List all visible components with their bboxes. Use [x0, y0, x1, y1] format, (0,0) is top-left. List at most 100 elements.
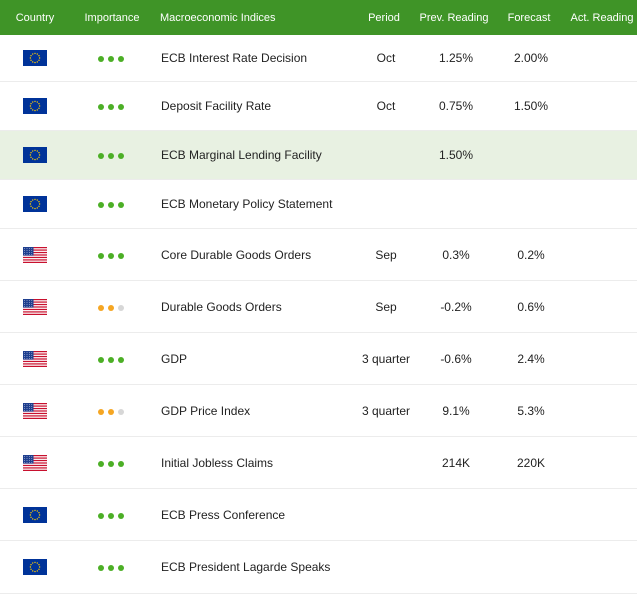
table-row[interactable]: Core Durable Goods Orders Sep 0.3% 0.2%: [0, 229, 637, 281]
importance-dot-icon: [108, 202, 114, 208]
eu-flag-icon: [23, 506, 47, 523]
header-forecast[interactable]: Forecast: [507, 11, 551, 24]
table-body: ECB Interest Rate Decision Oct 1.25% 2.00% D…: [0, 35, 637, 594]
importance-dot-icon: [118, 252, 124, 259]
importance-dots-icon: [98, 104, 124, 110]
header-period[interactable]: Period: [368, 11, 400, 24]
importance-cell: [70, 51, 156, 65]
period-cell: 3 quarter: [361, 351, 411, 366]
importance-dots-icon: [98, 202, 124, 208]
importance-cell: [70, 99, 156, 113]
importance-dot-icon: [98, 356, 104, 363]
importance-cell: [70, 560, 156, 574]
importance-dot-icon: [98, 153, 104, 159]
prev-reading-cell: 214K: [441, 455, 471, 470]
table-row[interactable]: Deposit Facility Rate Oct 0.75% 1.50%: [0, 82, 637, 131]
header-country[interactable]: Country: [15, 11, 55, 24]
prev-reading-cell: 9.1%: [442, 403, 470, 418]
importance-cell: [70, 456, 156, 470]
period-cell: Sep: [375, 299, 397, 314]
indicator-name: ECB Interest Rate Decision: [161, 51, 308, 65]
importance-dot-icon: [108, 252, 114, 259]
importance-cell: [70, 404, 156, 418]
country-cell: [0, 559, 70, 575]
importance-dot-icon: [118, 304, 124, 311]
indicator-name: ECB Press Conference: [161, 507, 286, 522]
header-prev-reading[interactable]: Prev. Reading: [419, 11, 489, 24]
forecast-cell: 2.00%: [513, 51, 549, 65]
importance-dot-icon: [98, 252, 104, 259]
us-flag-icon: [23, 454, 47, 471]
forecast-cell: 0.6%: [517, 299, 545, 314]
indicator-name: GDP Price Index: [161, 403, 251, 418]
importance-dot-icon: [98, 408, 104, 415]
us-flag-icon: [23, 246, 47, 263]
eu-flag-icon: [23, 50, 47, 66]
header-indices[interactable]: Macroeconomic Indices: [160, 11, 276, 24]
importance-dot-icon: [108, 460, 114, 467]
table-row[interactable]: ECB Interest Rate Decision Oct 1.25% 2.00%: [0, 35, 637, 82]
period-cell: Oct: [376, 99, 396, 113]
importance-dots-icon: [98, 460, 124, 467]
eu-flag-icon: [23, 147, 47, 163]
importance-dot-icon: [118, 460, 124, 467]
eu-flag-icon: [23, 559, 47, 575]
prev-reading-cell: 0.3%: [442, 247, 470, 262]
importance-dots-icon: [98, 356, 124, 363]
importance-cell: [70, 248, 156, 262]
eu-flag-icon: [23, 196, 47, 212]
forecast-cell: 220K: [516, 455, 546, 470]
importance-dot-icon: [118, 56, 124, 62]
period-cell: 3 quarter: [361, 403, 411, 418]
country-cell: [0, 147, 70, 163]
forecast-cell: 1.50%: [513, 99, 549, 113]
importance-dot-icon: [98, 512, 104, 519]
country-cell: [0, 402, 70, 419]
importance-dot-icon: [118, 153, 124, 159]
importance-dot-icon: [108, 56, 114, 62]
header-actual-reading[interactable]: Act. Reading: [570, 11, 634, 24]
table-row[interactable]: GDP 3 quarter -0.6% 2.4%: [0, 333, 637, 385]
country-cell: [0, 298, 70, 315]
importance-dots-icon: [98, 408, 124, 415]
importance-dot-icon: [98, 460, 104, 467]
importance-dot-icon: [98, 104, 104, 110]
table-row[interactable]: ECB Marginal Lending Facility 1.50%: [0, 131, 637, 180]
forecast-cell: 2.4%: [517, 351, 545, 366]
importance-dot-icon: [108, 512, 114, 519]
indicator-name: Durable Goods Orders: [161, 299, 282, 314]
forecast-cell: 0.2%: [517, 247, 545, 262]
forecast-cell: 5.3%: [517, 403, 545, 418]
country-cell: [0, 196, 70, 212]
prev-reading-cell: 1.50%: [438, 148, 474, 162]
importance-cell: [70, 352, 156, 366]
prev-reading-cell: 0.75%: [438, 99, 474, 113]
table-row[interactable]: ECB President Lagarde Speaks: [0, 541, 637, 594]
importance-cell: [70, 508, 156, 522]
header-importance[interactable]: Importance: [84, 11, 140, 24]
importance-dot-icon: [118, 408, 124, 415]
table-row[interactable]: Initial Jobless Claims 214K 220K: [0, 437, 637, 489]
period-cell: Oct: [376, 51, 396, 65]
us-flag-icon: [23, 402, 47, 419]
us-flag-icon: [23, 298, 47, 315]
table-row[interactable]: Durable Goods Orders Sep -0.2% 0.6%: [0, 281, 637, 333]
importance-dot-icon: [98, 56, 104, 62]
prev-reading-cell: 1.25%: [438, 51, 474, 65]
importance-dots-icon: [98, 565, 124, 571]
importance-dots-icon: [98, 153, 124, 159]
table-row[interactable]: ECB Press Conference: [0, 489, 637, 541]
prev-reading-cell: -0.6%: [440, 351, 472, 366]
importance-dot-icon: [98, 565, 104, 571]
indicator-name: Initial Jobless Claims: [161, 455, 274, 470]
country-cell: [0, 50, 70, 66]
table-row[interactable]: ECB Monetary Policy Statement: [0, 180, 637, 229]
importance-dot-icon: [118, 565, 124, 571]
eu-flag-icon: [23, 98, 47, 114]
importance-dots-icon: [98, 512, 124, 519]
importance-dots-icon: [98, 304, 124, 311]
country-cell: [0, 98, 70, 114]
importance-dot-icon: [108, 153, 114, 159]
table-row[interactable]: GDP Price Index 3 quarter 9.1% 5.3%: [0, 385, 637, 437]
